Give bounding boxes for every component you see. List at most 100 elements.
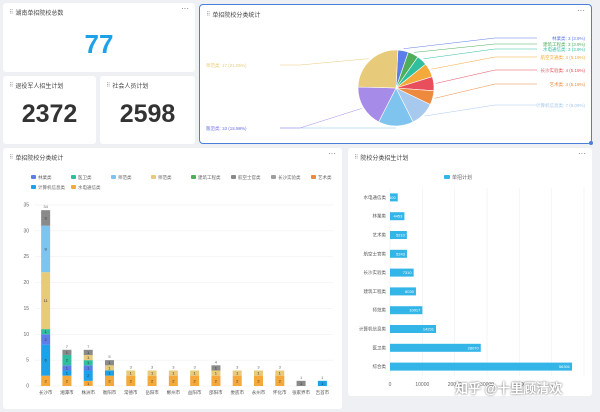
bar-segment xyxy=(105,375,114,386)
x-tick-label: 邵阳市 xyxy=(209,389,223,396)
bar-segment xyxy=(275,370,285,376)
kpi-value: 77 xyxy=(84,29,114,59)
more-options-icon[interactable]: ··· xyxy=(328,149,336,158)
legend-label: 医卫类 xyxy=(78,174,92,181)
y-tick-label: 长沙实验类 xyxy=(364,269,387,276)
pie-label-line xyxy=(431,56,537,70)
drag-handle-icon[interactable]: ⠿ xyxy=(354,155,359,161)
legend-label: 水电通信类 xyxy=(78,184,101,191)
bar-total-label: 34 xyxy=(43,204,48,209)
bar-segment xyxy=(190,375,200,386)
bar-segment-label: 9 xyxy=(45,246,48,251)
x-tick-label: 郴州市 xyxy=(167,389,181,396)
bar-value-label: 10017 xyxy=(409,308,421,313)
legend-swatch xyxy=(444,175,450,179)
bar-total-label: 3 xyxy=(151,364,154,369)
bar-value-label: 28070 xyxy=(468,345,480,350)
drag-handle-icon[interactable]: ⠿ xyxy=(9,83,14,89)
bar-segment-label: 2 xyxy=(257,378,260,383)
bar-segment xyxy=(41,225,51,273)
bar-segment xyxy=(211,375,221,386)
bar-segment-label: 1 xyxy=(151,371,154,376)
x-tick-label: 株洲市 xyxy=(81,389,95,396)
x-tick-label: 怀化市 xyxy=(273,389,287,396)
bar-total-label: 3 xyxy=(194,364,197,369)
pie-chart-card[interactable]: ⠿ 单招院校分类统计 ··· 林業类: 3 (3.9%) 建筑工程类: 3 (3.9… xyxy=(199,4,592,144)
bar xyxy=(390,193,398,202)
bar-value-label: 4453 xyxy=(393,214,403,219)
x-tick-label: 衡阳市 xyxy=(103,389,117,396)
x-tick-label: 10000 xyxy=(415,382,429,388)
more-options-icon[interactable]: ··· xyxy=(577,6,585,15)
bar-segment-label: 1 xyxy=(279,371,282,376)
legend-swatch xyxy=(311,175,316,179)
stacked-bar-card: ⠿ 单招院校分类统计 ··· 林業类 医卫类 师范类 师范类 建筑工程类 航空士官类 长沙实验… xyxy=(3,148,342,409)
bar-segment xyxy=(83,349,93,355)
x-tick-label: 岳阳市 xyxy=(145,389,159,396)
bar-total-label: 5 xyxy=(108,354,111,359)
bar-segment xyxy=(254,370,263,376)
bar-segment-label: 2 xyxy=(172,378,175,383)
y-tick-label: 20 xyxy=(23,280,29,286)
bar-segment xyxy=(232,370,242,376)
bar xyxy=(390,306,423,315)
pie-label: 建筑工程类: 3 (3.9%) xyxy=(543,41,586,48)
bar-segment xyxy=(168,370,178,376)
pie-label: 师范类: 12 (15.58%) xyxy=(206,125,247,132)
watermark: 知乎 @十里顾清欢 xyxy=(455,381,563,396)
pie-label: 艺术类: 4 (5.19%) xyxy=(549,81,585,88)
legend-swatch xyxy=(31,175,36,179)
bar-segment-label: 1 xyxy=(87,350,90,355)
y-tick-label: 5 xyxy=(26,358,29,364)
bar-segment-label: 1 xyxy=(87,360,90,365)
bar-segment xyxy=(62,370,72,376)
bar-segment-label: 1 xyxy=(45,329,48,334)
bar-segment-label: 1 xyxy=(130,371,133,376)
bar-segment-label: 1 xyxy=(87,355,90,360)
y-tick-label: 医卫类 xyxy=(373,344,387,351)
pie-chart: 林業类: 3 (3.9%)建筑工程类: 3 (3.9%)水电通信类: 3 (3.… xyxy=(206,35,586,132)
bar-segment xyxy=(147,370,157,376)
bar-segment xyxy=(105,370,114,376)
bar-segment-label: 1 xyxy=(215,365,218,370)
y-tick-label: 综合类 xyxy=(373,363,387,370)
bar-value-label: 5210 xyxy=(396,233,406,238)
pie-label-line xyxy=(434,83,537,99)
y-tick-label: 30 xyxy=(23,228,29,234)
bar-total-label: 3 xyxy=(279,364,282,369)
more-options-icon[interactable]: ··· xyxy=(181,4,189,13)
bar-segment-label: 2 xyxy=(108,378,111,383)
card-title: ⠿ 湖南单招院校总数 xyxy=(9,10,64,17)
more-options-icon[interactable]: ··· xyxy=(578,149,586,158)
card-title: ⠿ 退役军人招生计划 xyxy=(9,83,64,90)
bar-segment xyxy=(232,375,242,386)
drag-handle-icon[interactable]: ⠿ xyxy=(206,12,211,18)
bar-value-label: 8030 xyxy=(405,289,415,294)
pie-label: 长沙实验类: 4 (5.19%) xyxy=(540,67,585,74)
bar-segment-label: 2 xyxy=(151,378,154,383)
bar-segment-label: 3 xyxy=(45,215,48,220)
horizontal-bar-chart: 单招计划 0 10000 20000 30000 40000 水电通信类 2400 林業类 445… xyxy=(359,174,585,388)
bar-segment xyxy=(41,334,51,345)
pie-slice xyxy=(357,49,399,89)
x-tick-label: 20000 xyxy=(448,382,462,388)
pie-label: 计算机信息类: 7 (9.09%) xyxy=(536,102,586,109)
bar-segment-label: 1 xyxy=(321,381,324,386)
bar-segment-label: 1 xyxy=(236,371,239,376)
bar-total-label: 1 xyxy=(321,375,324,380)
bar-segment-label: 1 xyxy=(257,371,260,376)
resize-handle[interactable] xyxy=(589,141,593,145)
bar-segment-label: 1 xyxy=(87,365,90,370)
card-title: ⠿ 单招院校分类统计 xyxy=(206,12,261,19)
drag-handle-icon[interactable]: ⠿ xyxy=(106,83,111,89)
bar-segment-label: 2 xyxy=(279,378,282,383)
pie-slice xyxy=(357,86,397,123)
legend-swatch xyxy=(31,185,36,189)
bar-segment xyxy=(62,375,72,386)
bar-value-label: 7310 xyxy=(403,270,413,275)
bar-segment-label: 1 xyxy=(66,365,69,370)
drag-handle-icon[interactable]: ⠿ xyxy=(9,155,14,161)
bar-segment xyxy=(211,365,221,371)
drag-handle-icon[interactable]: ⠿ xyxy=(9,10,14,16)
